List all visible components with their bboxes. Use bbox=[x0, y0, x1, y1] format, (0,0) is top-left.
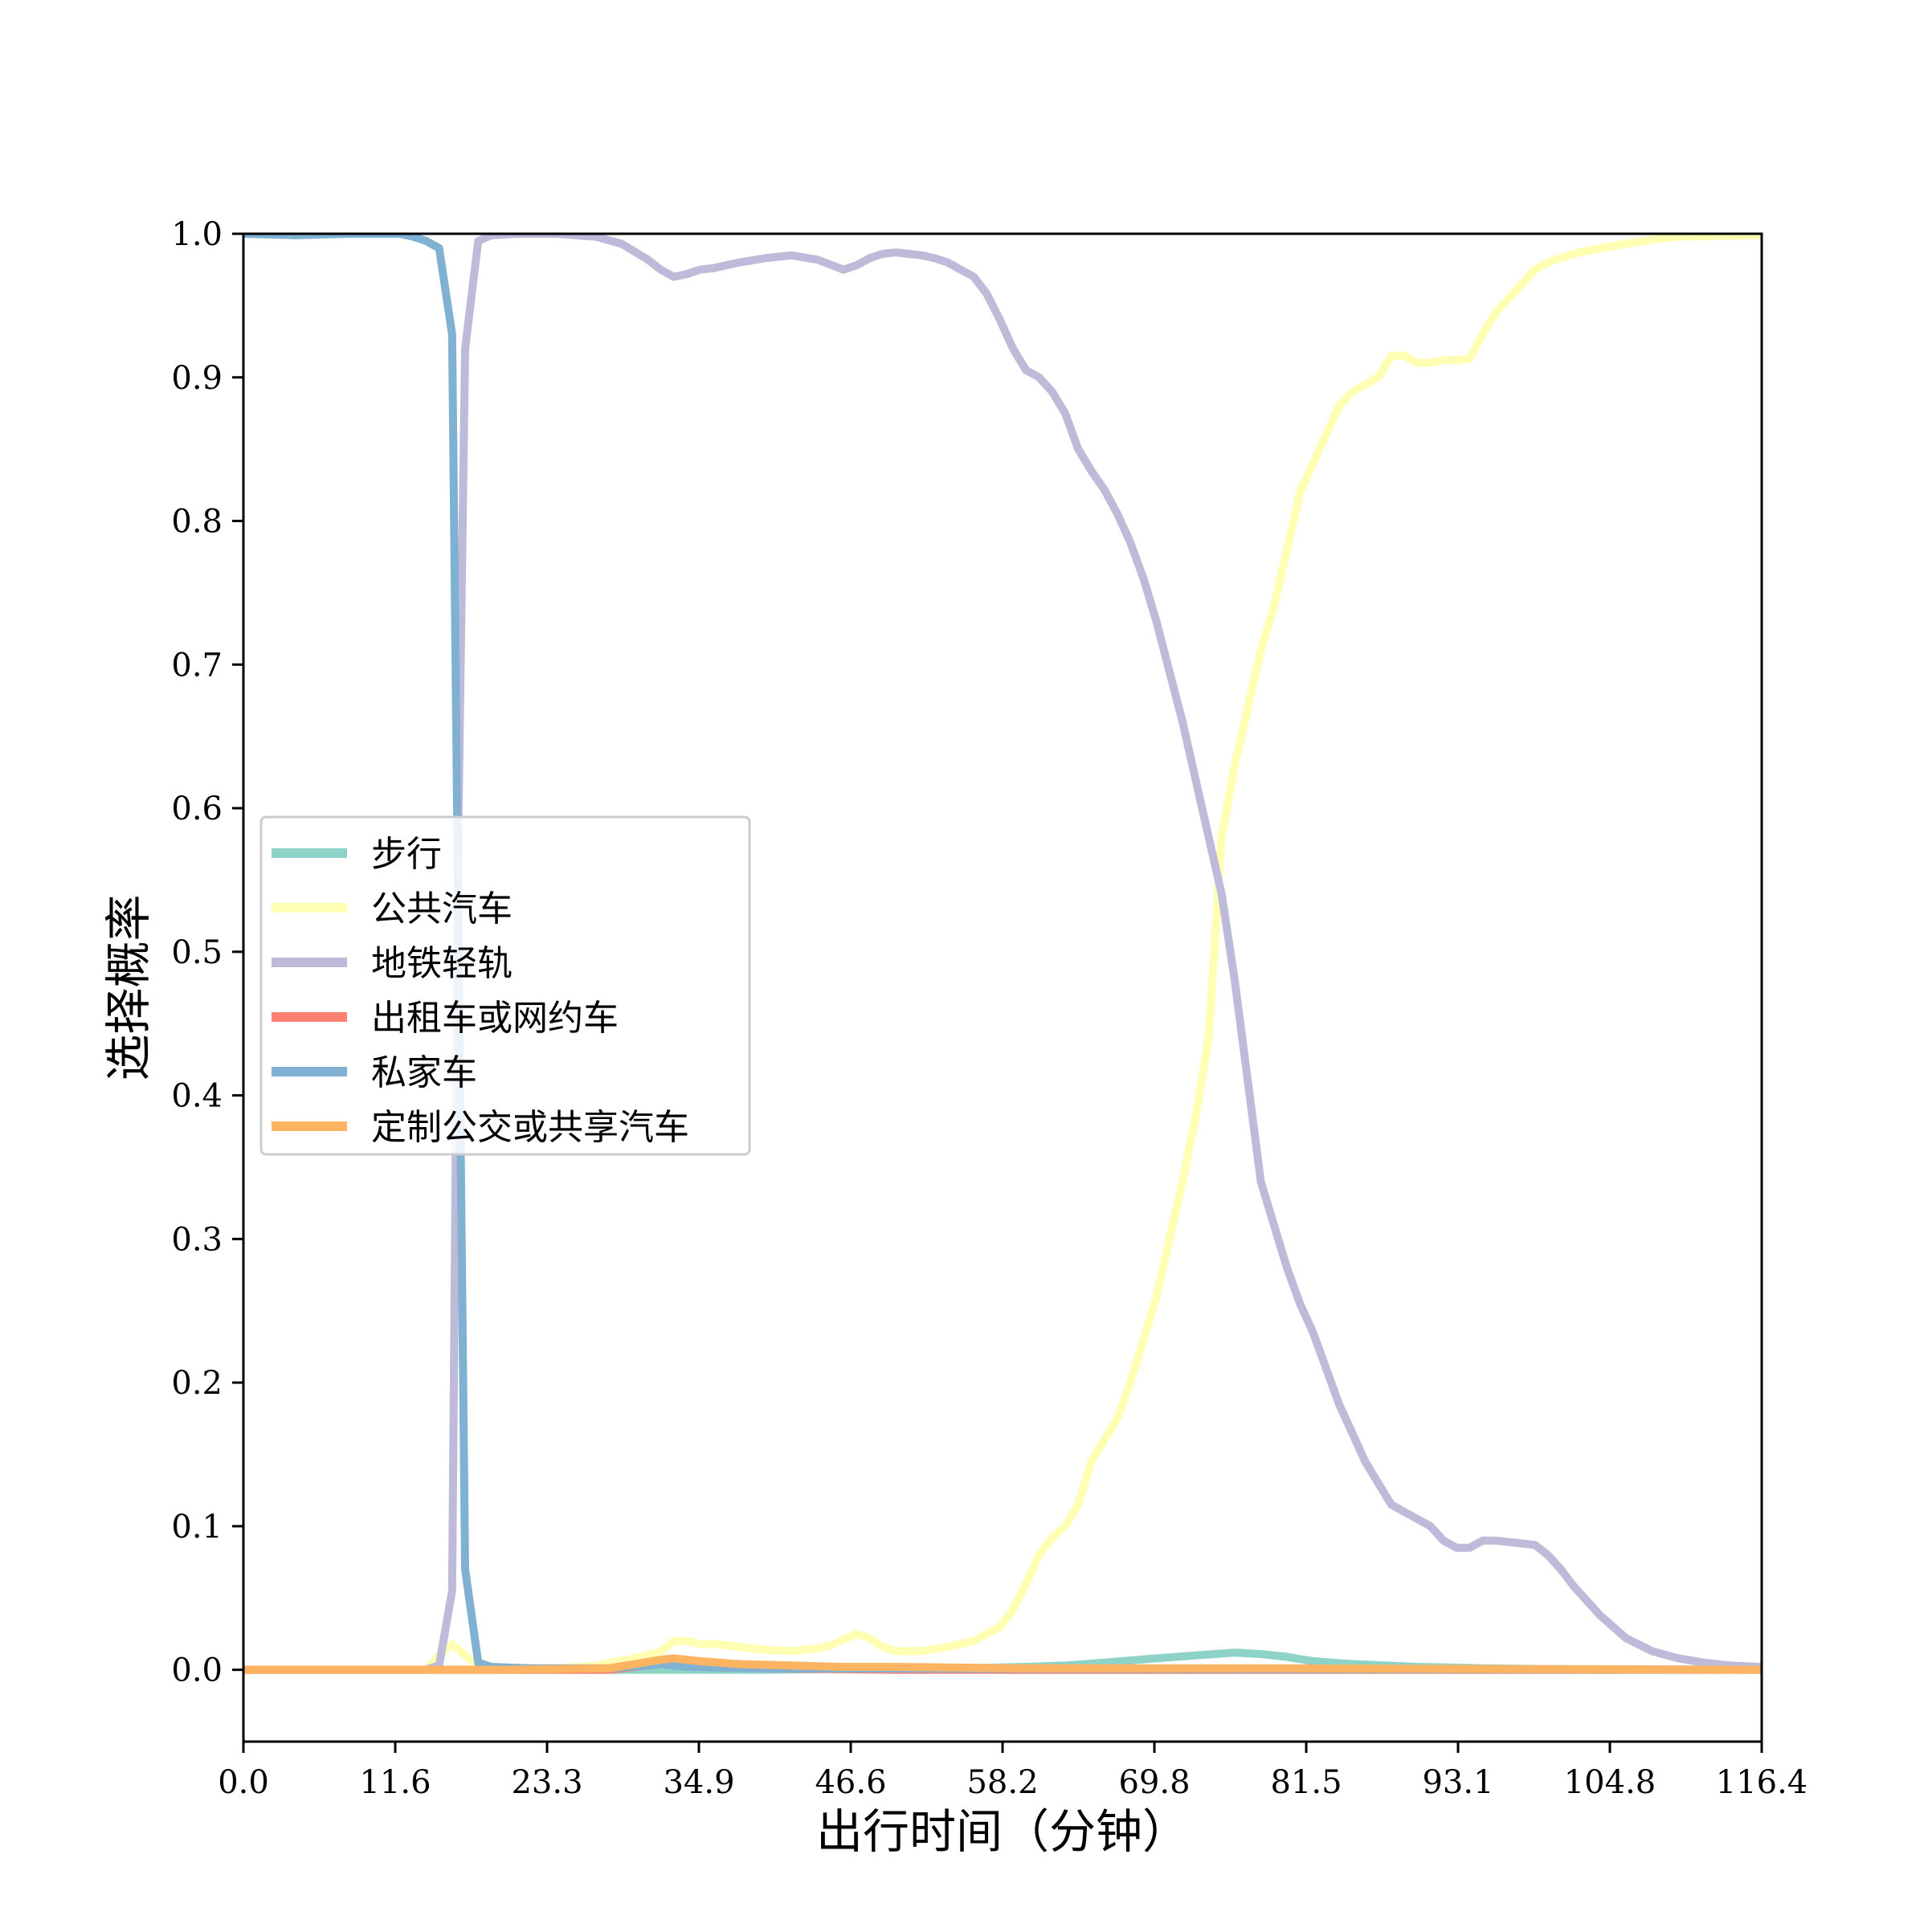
y-tick-label: 0.0 bbox=[171, 1652, 223, 1689]
x-tick-label: 58.2 bbox=[966, 1764, 1038, 1801]
series-line-5 bbox=[243, 234, 1762, 1674]
y-tick-label: 0.7 bbox=[171, 647, 223, 684]
x-axis: 0.0 11.6 23.3 34.9 46.6 58.2 69.8 81.5 93.1 104.8… bbox=[218, 1742, 1808, 1801]
y-tick-label: 0.2 bbox=[171, 1365, 223, 1402]
legend-label-3: 地铁轻轨 bbox=[371, 943, 513, 984]
legend-label-6: 定制公交或共享汽车 bbox=[371, 1107, 689, 1148]
x-axis-title: 出行时间（分钟） bbox=[816, 1804, 1189, 1859]
series-line-6 bbox=[243, 1654, 1762, 1674]
x-tick-label: 23.3 bbox=[511, 1764, 582, 1801]
y-tick-label: 0.5 bbox=[171, 934, 223, 971]
x-tick-label: 11.6 bbox=[359, 1764, 431, 1801]
y-tick-label: 0.6 bbox=[171, 790, 223, 827]
y-tick-label: 1.0 bbox=[171, 216, 223, 253]
y-tick-label: 0.8 bbox=[171, 504, 223, 541]
legend-label-5: 私家车 bbox=[371, 1052, 477, 1093]
legend-label-4: 出租车或网约车 bbox=[371, 998, 619, 1039]
y-tick-label: 0.4 bbox=[171, 1078, 223, 1115]
series-line-2 bbox=[243, 234, 1762, 1674]
x-tick-label: 93.1 bbox=[1422, 1764, 1493, 1801]
legend-label-1: 步行 bbox=[371, 834, 442, 875]
y-axis: 0.0 0.1 0.2 0.3 0.4 0.5 0.6 0.7 0.8 0.9 1.0 bbox=[171, 216, 243, 1689]
series-layer bbox=[243, 234, 1762, 1674]
x-tick-label: 104.8 bbox=[1564, 1764, 1656, 1801]
x-tick-label: 34.9 bbox=[663, 1764, 734, 1801]
x-tick-label: 69.8 bbox=[1118, 1764, 1190, 1801]
y-tick-label: 0.3 bbox=[171, 1221, 223, 1258]
x-tick-label: 46.6 bbox=[815, 1764, 886, 1801]
series-line-3 bbox=[243, 234, 1762, 1674]
y-tick-label: 0.9 bbox=[171, 360, 223, 397]
legend-label-2: 公共汽车 bbox=[371, 888, 513, 929]
x-tick-label: 0.0 bbox=[218, 1764, 269, 1801]
x-tick-label: 116.4 bbox=[1716, 1764, 1808, 1801]
x-tick-label: 81.5 bbox=[1270, 1764, 1342, 1801]
y-tick-label: 0.1 bbox=[171, 1509, 223, 1546]
y-axis-title: 选择概率 bbox=[101, 894, 156, 1080]
legend-box bbox=[259, 815, 751, 1156]
